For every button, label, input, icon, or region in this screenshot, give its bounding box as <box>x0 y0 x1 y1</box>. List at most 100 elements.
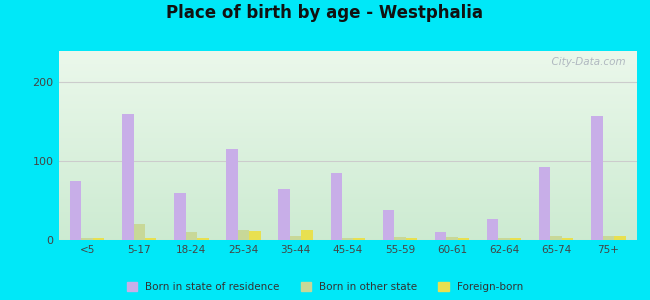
Bar <box>58 163 637 164</box>
Bar <box>58 217 637 218</box>
Bar <box>58 159 637 160</box>
Bar <box>58 84 637 85</box>
Bar <box>458 238 469 240</box>
Bar <box>58 54 637 55</box>
Bar <box>58 181 637 182</box>
Bar <box>58 142 637 143</box>
Bar <box>58 237 637 238</box>
Bar <box>58 233 637 234</box>
Bar <box>58 158 637 159</box>
Bar <box>58 114 637 115</box>
Bar <box>58 87 637 88</box>
Bar <box>58 69 637 70</box>
Bar <box>58 86 637 87</box>
Bar <box>58 219 637 220</box>
Bar <box>58 106 637 107</box>
Bar <box>331 173 342 240</box>
Bar <box>58 188 637 189</box>
Bar <box>58 137 637 138</box>
Bar <box>58 116 637 117</box>
Bar <box>58 175 637 176</box>
Bar <box>58 189 637 190</box>
Bar <box>58 201 637 202</box>
Bar <box>58 53 637 54</box>
Bar <box>58 162 637 163</box>
Bar <box>58 113 637 114</box>
Bar <box>58 120 637 121</box>
Bar <box>58 136 637 137</box>
Bar <box>58 202 637 203</box>
Bar <box>58 197 637 198</box>
Bar <box>58 118 637 119</box>
Bar <box>58 90 637 91</box>
Bar <box>58 227 637 228</box>
Bar <box>58 223 637 224</box>
Bar <box>58 71 637 72</box>
Bar <box>58 192 637 193</box>
Bar <box>58 209 637 210</box>
Bar <box>58 129 637 130</box>
Bar <box>58 83 637 84</box>
Bar <box>58 77 637 78</box>
Bar <box>58 191 637 192</box>
Bar <box>58 151 637 152</box>
Bar <box>290 236 302 240</box>
Bar <box>58 146 637 147</box>
Bar <box>58 176 637 177</box>
Bar <box>58 74 637 75</box>
Bar <box>58 134 637 135</box>
Bar <box>81 238 93 240</box>
Bar <box>58 65 637 66</box>
Bar <box>58 68 637 69</box>
Bar <box>58 82 637 83</box>
Bar <box>58 139 637 140</box>
Bar <box>58 130 637 131</box>
Bar <box>58 93 637 94</box>
Bar <box>58 107 637 108</box>
Bar <box>58 148 637 149</box>
Bar <box>58 186 637 187</box>
Bar <box>58 222 637 223</box>
Bar <box>58 232 637 233</box>
Bar <box>58 221 637 222</box>
Bar <box>58 95 637 96</box>
Bar <box>58 73 637 74</box>
Bar <box>58 145 637 146</box>
Bar <box>591 116 603 240</box>
Bar <box>58 56 637 57</box>
Bar <box>58 132 637 133</box>
Bar <box>58 125 637 126</box>
Bar <box>58 112 637 113</box>
Bar <box>58 183 637 184</box>
Bar <box>58 122 637 123</box>
Bar <box>614 236 625 240</box>
Bar <box>58 94 637 95</box>
Bar <box>58 60 637 62</box>
Bar <box>58 102 637 103</box>
Bar <box>58 212 637 213</box>
Bar <box>539 167 551 240</box>
Bar <box>58 131 637 132</box>
Bar <box>226 149 238 240</box>
Bar <box>58 103 637 104</box>
Bar <box>58 78 637 79</box>
Bar <box>58 51 637 52</box>
Bar <box>58 105 637 106</box>
Bar <box>70 181 81 240</box>
Bar <box>58 166 637 167</box>
Bar <box>249 230 261 240</box>
Bar <box>58 157 637 158</box>
Bar <box>58 79 637 80</box>
Bar <box>58 208 637 209</box>
Bar <box>58 238 637 239</box>
Bar <box>58 135 637 136</box>
Bar <box>510 238 521 240</box>
Bar <box>58 225 637 226</box>
Bar <box>58 110 637 112</box>
Bar <box>58 154 637 155</box>
Bar <box>58 52 637 53</box>
Bar <box>58 61 637 62</box>
Bar <box>58 117 637 118</box>
Bar <box>58 200 637 201</box>
Bar <box>58 72 637 73</box>
